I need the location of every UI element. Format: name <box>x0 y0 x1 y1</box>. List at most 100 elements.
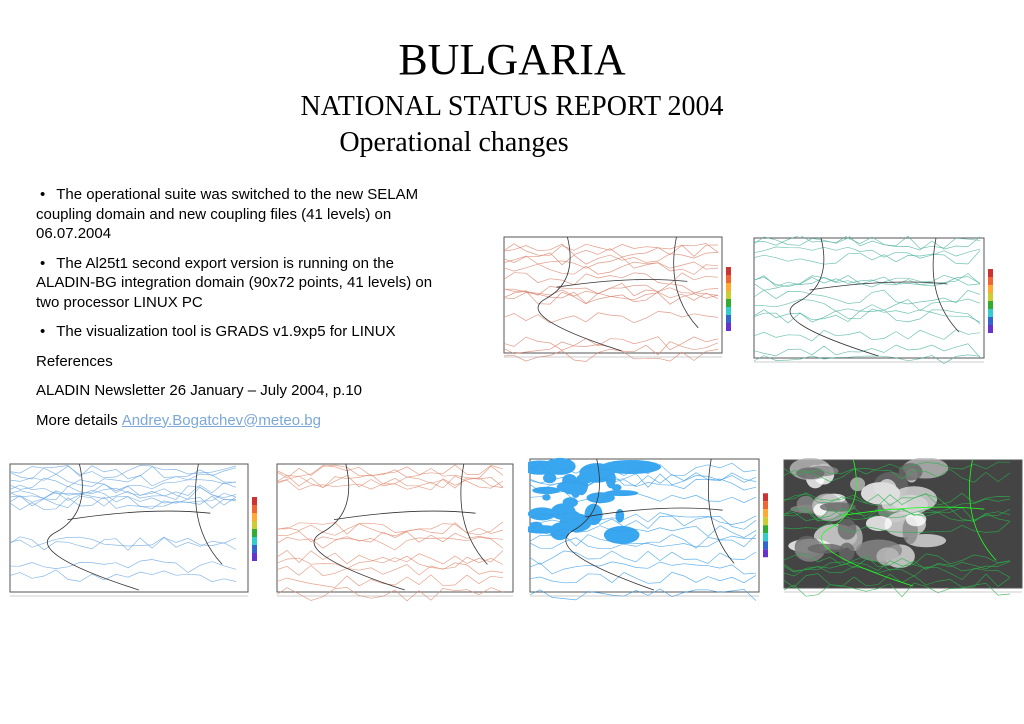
contour <box>529 511 757 525</box>
contour <box>753 274 981 288</box>
colorbar-cell <box>988 301 993 309</box>
contour <box>276 464 504 477</box>
contour <box>753 273 981 288</box>
contour <box>503 272 719 286</box>
map-panel <box>753 236 993 365</box>
contour <box>503 243 719 258</box>
rain-patch <box>532 486 561 495</box>
colorbar-cell <box>763 525 768 534</box>
contour <box>753 289 981 305</box>
coastline <box>789 237 960 357</box>
cloud-patch <box>807 543 843 554</box>
map-panel <box>276 463 514 602</box>
contour <box>753 246 981 259</box>
contour <box>9 495 237 509</box>
contour <box>9 482 237 497</box>
contour <box>783 573 1011 588</box>
contour <box>276 464 504 479</box>
colorbar-cell <box>252 521 257 529</box>
rain-patch <box>528 460 563 473</box>
email-link[interactable]: Andrey.Bogatchev@meteo.bg <box>121 411 321 429</box>
contour <box>529 472 757 487</box>
rain-patch <box>615 508 625 523</box>
contour <box>276 574 504 588</box>
colorbar-cell <box>726 283 731 291</box>
contour <box>503 290 719 305</box>
cloud-patch <box>819 502 856 512</box>
section-title: Operational changes <box>339 127 569 158</box>
contour <box>276 587 504 602</box>
contour <box>9 496 237 511</box>
map-panel <box>528 457 768 601</box>
colorbar-cell <box>252 553 257 561</box>
colorbar-cell <box>763 541 768 550</box>
contour <box>783 493 1011 509</box>
contour <box>753 308 981 323</box>
colorbar-cell <box>988 285 993 293</box>
bullet: The Al25t1 second export version is runn… <box>36 254 456 313</box>
contour <box>276 536 504 551</box>
contour <box>529 534 757 549</box>
colorbar-cell <box>726 299 731 307</box>
contour <box>9 536 237 548</box>
map-frame <box>753 237 985 359</box>
colorbar-cell <box>726 275 731 283</box>
cloud-patch <box>876 547 900 566</box>
map-panel <box>503 236 731 362</box>
contour <box>753 329 981 342</box>
rain-patch <box>529 521 543 531</box>
contour <box>503 311 719 324</box>
references-heading: References <box>36 352 113 370</box>
colorbar-cell <box>726 291 731 299</box>
colorbar-cell <box>763 493 768 502</box>
cloud-patch <box>877 479 897 502</box>
contour <box>783 461 1010 476</box>
contour <box>753 343 981 358</box>
contour <box>783 553 1011 568</box>
contour <box>529 462 757 477</box>
contour <box>276 549 504 565</box>
colorbar-cell <box>988 325 993 333</box>
contour <box>9 465 237 479</box>
subtitle: NATIONAL STATUS REPORT 2004 <box>300 91 724 122</box>
contour <box>529 588 757 601</box>
title: BULGARIA <box>398 35 626 84</box>
contour <box>529 478 757 492</box>
contour <box>9 489 237 504</box>
contour <box>783 508 1011 522</box>
rain-patch <box>543 472 557 484</box>
coastline <box>565 458 735 591</box>
coastline <box>313 463 488 591</box>
contour <box>529 525 757 538</box>
contour <box>753 250 981 265</box>
colorbar-cell <box>988 277 993 285</box>
colorbar-cell <box>252 513 257 521</box>
contour <box>529 561 757 575</box>
colorbar-cell <box>988 293 993 301</box>
colorbar-cell <box>988 309 993 317</box>
colorbar-cell <box>252 505 257 513</box>
colorbar-cell <box>988 317 993 325</box>
rain-patch <box>562 497 578 508</box>
contour <box>9 477 237 492</box>
cloud-patch <box>898 463 923 481</box>
contour <box>276 562 504 577</box>
contour <box>783 558 1011 573</box>
colorbar-cell <box>252 529 257 537</box>
contour <box>783 560 1011 572</box>
more-details-label: More details <box>36 411 118 429</box>
contour <box>276 555 504 570</box>
contour <box>783 566 1011 580</box>
colorbar-cell <box>763 517 768 526</box>
cloud-patch <box>837 518 857 540</box>
cloud-patch <box>838 542 855 562</box>
rain-patch <box>601 460 662 474</box>
colorbar-cell <box>252 545 257 553</box>
more-details: More details Andrey.Bogatchev@meteo.bg <box>36 411 456 431</box>
colorbar-cell <box>763 509 768 518</box>
coastline <box>820 459 997 587</box>
contour <box>503 252 719 266</box>
contour <box>529 571 757 584</box>
cloud-patch <box>850 477 866 492</box>
